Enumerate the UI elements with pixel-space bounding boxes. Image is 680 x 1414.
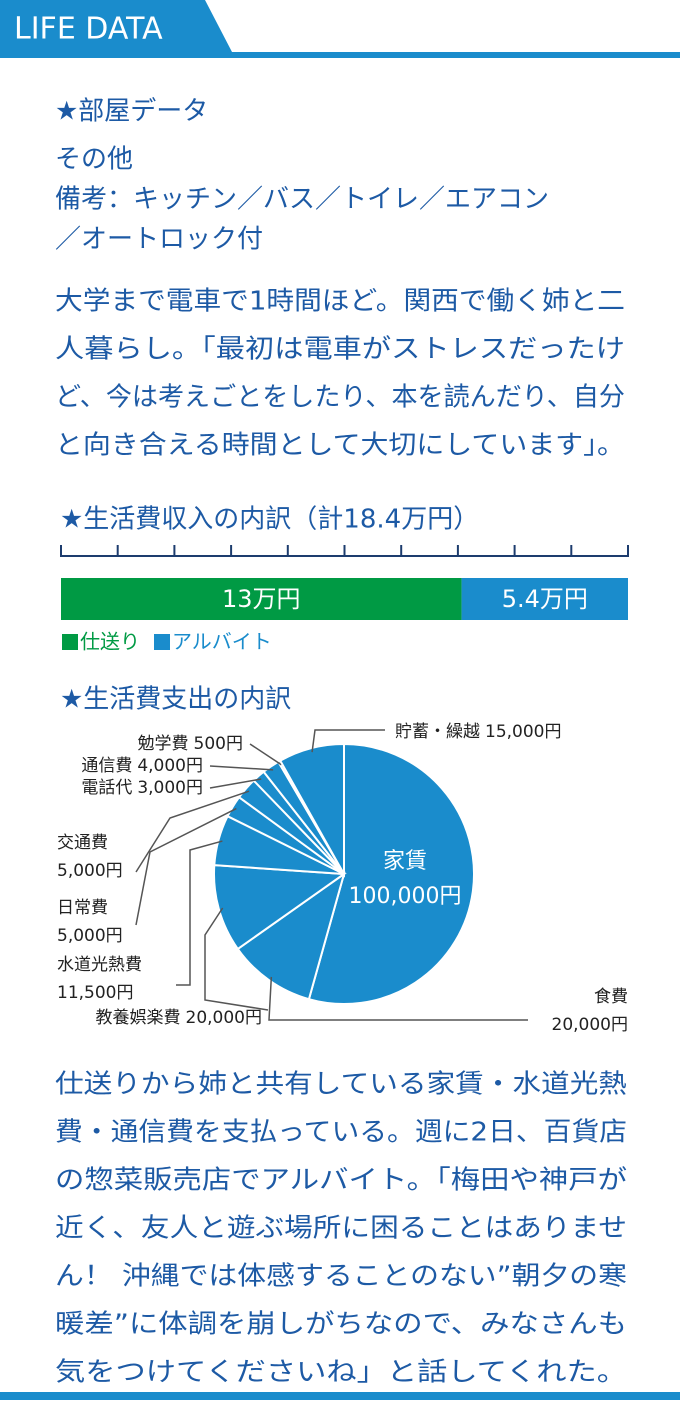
legend-swatch (154, 634, 170, 650)
slice-value: 4,000円 (137, 756, 203, 776)
slice-value: 20,000円 (186, 1008, 262, 1028)
bottom-rule (0, 1392, 680, 1400)
bar-segment (461, 578, 628, 620)
room-line: 備考：キッチン／バス／トイレ／エアコン (55, 185, 549, 215)
paragraph-line: 近く、友人と遊ぶ場所に困ることはありませ (55, 1214, 627, 1244)
slice-label: 家賃 (383, 849, 427, 874)
slice-value: 5,000円 (57, 861, 123, 881)
slice-value: 5,000円 (57, 926, 123, 946)
leader-line (249, 743, 282, 766)
bar-segment (61, 578, 462, 620)
leader-line (268, 976, 528, 1021)
paragraph-line: 人暮らし。「最初は電車がストレスだったけ (55, 335, 625, 365)
leader-line (209, 778, 262, 789)
leader-line (135, 807, 237, 926)
slice-value: 500円 (194, 734, 243, 754)
pie-slice (307, 742, 475, 1005)
leader-line (176, 840, 223, 986)
slice-label-line: 電話代 3,000円 (81, 778, 203, 798)
pie-slice (236, 871, 346, 1001)
pie-slice (278, 742, 345, 878)
legend-label: アルバイト (172, 630, 272, 654)
slice-label: 教養娯楽費 (96, 1008, 181, 1028)
paragraph-line: 費・通信費を支払っている。週に2日、百貨店 (55, 1118, 627, 1148)
paragraph-line: と向き合える時間として大切にしています」。 (55, 431, 625, 461)
bar-label: 5.4万円 (502, 585, 588, 613)
slice-label: 勉学費 (138, 734, 189, 754)
header-tab (0, 0, 232, 52)
paragraph-line: 気をつけてくださいね」と話してくれた。 (55, 1358, 627, 1388)
paragraph-line: ん！ 沖縄では体感することのない”朝夕の寒 (55, 1262, 627, 1292)
room-title: ★部屋データ (55, 97, 208, 127)
slice-value: 15,000円 (485, 722, 561, 742)
slice-label-line: 貯蓄・繰越 15,000円 (395, 722, 561, 742)
slice-label: 食費 (594, 987, 628, 1007)
paragraph-line: 暖差”に体調を崩しがちなので、みなさんも (55, 1310, 627, 1340)
slice-label: 通信費 (81, 756, 132, 776)
room-line: ／オートロック付 (55, 225, 263, 255)
paragraph-line: 大学まで電車で1時間ほど。関西で働く姉と二 (55, 287, 625, 317)
paragraph-line: ど、今は考えごとをしたり、本を読んだり、自分 (55, 383, 625, 413)
slice-value: 100,000円 (349, 884, 462, 909)
slice-label: 日常費 (57, 898, 108, 918)
slice-label-line: 教養娯楽費 20,000円 (96, 1008, 262, 1028)
bar-label: 13万円 (222, 585, 301, 613)
slice-value: 11,500円 (57, 983, 133, 1003)
slice-label: 水道光熱費 (57, 955, 142, 975)
slice-label: 交通費 (57, 833, 108, 853)
slice-value: 3,000円 (137, 778, 203, 798)
chart-title: ★生活費支出の内訳 (60, 685, 291, 715)
legend-swatch (62, 634, 78, 650)
chart-title: ★生活費収入の内訳（計18.4万円） (60, 505, 479, 535)
slice-value: 20,000円 (552, 1015, 628, 1035)
leader-line (204, 907, 269, 1011)
slice-label: 貯蓄・繰越 (395, 722, 480, 742)
legend-label: 仕送り (80, 630, 140, 654)
paragraph-line: 仕送りから姉と共有している家賃・水道光熱 (55, 1070, 627, 1100)
slice-label: 電話代 (81, 778, 132, 798)
leader-line (209, 765, 274, 771)
pie-slice (213, 864, 347, 951)
leader-line (311, 729, 385, 753)
leader-line (135, 790, 250, 873)
slice-label-line: 通信費 4,000円 (81, 756, 203, 776)
room-line: その他 (55, 145, 133, 175)
slice-label-line: 勉学費 500円 (138, 734, 243, 754)
paragraph-line: の惣菜販売店でアルバイト。「梅田や神戸が (55, 1166, 627, 1196)
header-title: LIFE DATA (14, 12, 163, 47)
header-rule (0, 52, 680, 58)
